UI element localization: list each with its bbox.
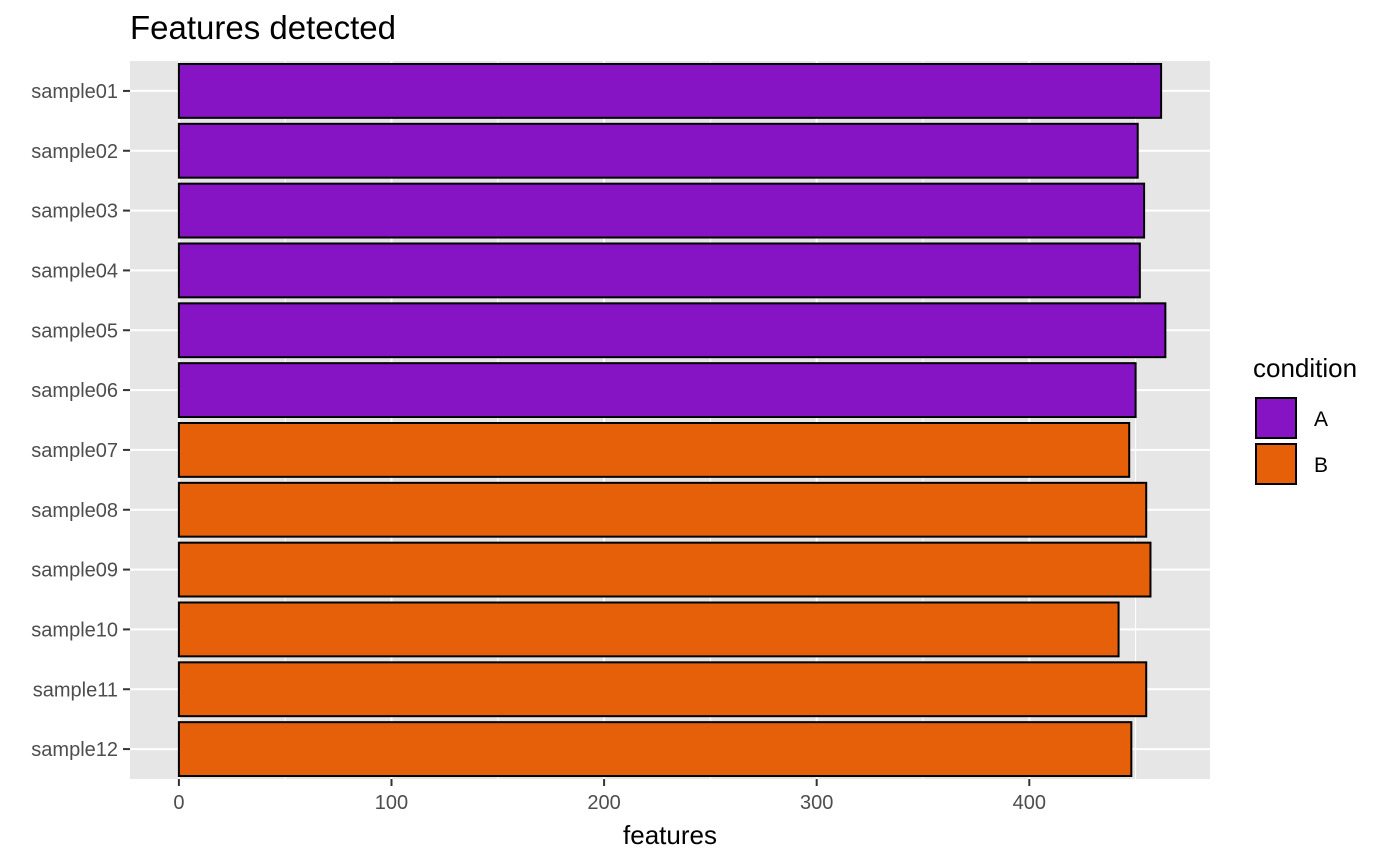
y-tick-label: sample08 — [31, 500, 118, 522]
bar-sample02 — [177, 122, 1139, 179]
x-tick-label: 0 — [173, 792, 184, 814]
bar-sample10 — [177, 601, 1120, 658]
bar-sample07 — [177, 421, 1131, 478]
bar-sample03 — [177, 182, 1146, 239]
x-axis: 0 100 200 300 400 — [173, 779, 1046, 814]
legend-label-A: A — [1314, 408, 1328, 431]
y-tick-label: sample02 — [31, 141, 118, 163]
legend-swatch-A — [1255, 397, 1297, 439]
legend: condition AB — [1253, 353, 1357, 485]
y-tick-label: sample10 — [31, 619, 118, 641]
y-tick-label: sample03 — [31, 201, 118, 223]
legend-label-B: B — [1314, 454, 1328, 477]
x-tick-label: 100 — [375, 792, 408, 814]
y-tick-label: sample12 — [31, 739, 118, 761]
bar-sample08 — [177, 481, 1148, 538]
x-axis-title: features — [623, 820, 717, 850]
legend-title: condition — [1253, 353, 1357, 383]
x-tick-label: 200 — [587, 792, 620, 814]
bar-sample05 — [177, 302, 1167, 359]
bar-sample11 — [177, 661, 1148, 718]
y-tick-label: sample11 — [33, 679, 118, 701]
y-tick-label: sample01 — [31, 81, 118, 103]
y-tick-label: sample05 — [31, 320, 118, 342]
bars — [177, 62, 1167, 778]
chart-title: Features detected — [130, 9, 396, 46]
y-tick-label: sample09 — [31, 560, 118, 582]
x-tick-label: 300 — [800, 792, 833, 814]
y-axis: sample01 sample02 sample03 sample04 sample05… — [31, 81, 130, 761]
bar-sample01 — [177, 62, 1163, 119]
minor-gridlines — [284, 61, 1137, 779]
bar-sample04 — [177, 242, 1141, 299]
bar-sample06 — [177, 362, 1137, 419]
bar-sample12 — [177, 721, 1133, 778]
legend-swatch-B — [1255, 443, 1297, 485]
bar-sample09 — [177, 541, 1152, 598]
x-tick-label: 400 — [1013, 792, 1046, 814]
y-tick-label: sample04 — [31, 260, 118, 282]
y-tick-label: sample06 — [31, 380, 118, 402]
y-tick-label: sample07 — [31, 440, 118, 462]
